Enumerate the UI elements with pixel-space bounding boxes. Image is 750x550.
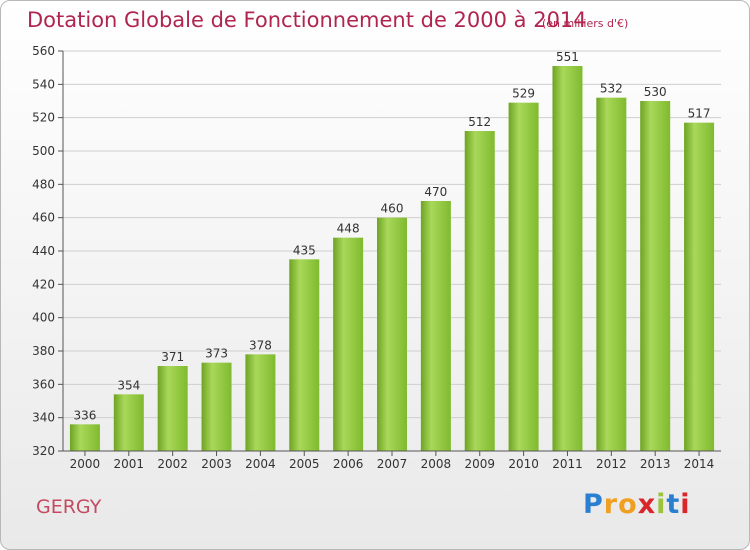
value-label: 336 bbox=[73, 408, 96, 422]
x-tick-label: 2006 bbox=[333, 457, 364, 471]
bar-2010 bbox=[508, 102, 539, 452]
value-label: 378 bbox=[249, 338, 272, 352]
y-tick-label: 480 bbox=[32, 177, 55, 191]
x-tick-label: 2012 bbox=[596, 457, 627, 471]
chart-subtitle: (en milliers d'€) bbox=[542, 17, 629, 30]
y-tick-label: 440 bbox=[32, 244, 55, 258]
axes: 320 340 360 380 400 420 440 460 480 500 520 540 560 2… bbox=[32, 44, 721, 471]
value-label: 512 bbox=[468, 115, 491, 129]
value-label: 448 bbox=[337, 222, 360, 236]
bar-2004 bbox=[245, 354, 276, 451]
bar-2001 bbox=[113, 394, 144, 451]
value-label: 371 bbox=[161, 350, 184, 364]
x-tick-label: 2001 bbox=[114, 457, 145, 471]
bar-2006 bbox=[333, 237, 364, 451]
x-tick-label: 2005 bbox=[289, 457, 320, 471]
logo-letter: o bbox=[618, 489, 638, 520]
logo-letter: i bbox=[656, 489, 667, 520]
value-label: 529 bbox=[512, 87, 535, 101]
y-tick-label: 320 bbox=[32, 444, 55, 458]
bar-2000 bbox=[69, 424, 100, 451]
x-tick-label: 2009 bbox=[464, 457, 495, 471]
y-tick-label: 380 bbox=[32, 344, 55, 358]
y-tick-label: 460 bbox=[32, 211, 55, 225]
logo-letter: i bbox=[680, 489, 691, 520]
bar-2013 bbox=[640, 101, 671, 451]
bar-2009 bbox=[464, 131, 495, 451]
y-tick-label: 360 bbox=[32, 377, 55, 391]
bar-2011 bbox=[552, 66, 583, 451]
value-label: 435 bbox=[293, 243, 316, 257]
chart-title: Dotation Globale de Fonctionnement de 20… bbox=[27, 8, 587, 32]
x-tick-label: 2008 bbox=[421, 457, 452, 471]
logo-letter: P bbox=[583, 489, 604, 520]
bar-2008 bbox=[420, 201, 451, 451]
data-labels: 336 354 371 373 378 435 448 460 470 512 529 551 532 5… bbox=[73, 50, 710, 422]
y-tick-label: 500 bbox=[32, 144, 55, 158]
bar-2007 bbox=[377, 217, 407, 451]
bars bbox=[69, 66, 715, 452]
value-label: 517 bbox=[688, 107, 711, 121]
x-tick-label: 2013 bbox=[640, 457, 671, 471]
bar-2014 bbox=[684, 122, 715, 452]
bar-2012 bbox=[596, 97, 627, 452]
x-tick-label: 2004 bbox=[245, 457, 276, 471]
y-tick-label: 340 bbox=[32, 411, 55, 425]
commune-name: GERGY bbox=[36, 496, 102, 518]
value-label: 373 bbox=[205, 347, 228, 361]
value-label: 551 bbox=[556, 50, 579, 64]
y-tick-label: 560 bbox=[32, 44, 55, 58]
y-tick-label: 420 bbox=[32, 277, 55, 291]
x-tick-label: 2003 bbox=[201, 457, 232, 471]
y-tick-label: 520 bbox=[32, 111, 55, 125]
x-tick-label: 2014 bbox=[684, 457, 715, 471]
bar-2005 bbox=[289, 259, 320, 451]
x-tick-label: 2011 bbox=[552, 457, 583, 471]
y-tick-label: 400 bbox=[32, 311, 55, 325]
x-tick-label: 2000 bbox=[70, 457, 101, 471]
bar-2002 bbox=[157, 366, 188, 451]
value-label: 530 bbox=[644, 85, 667, 99]
logo-letter: r bbox=[603, 489, 619, 520]
x-tick-label: 2007 bbox=[377, 457, 408, 471]
proxiti-logo: Proxiti bbox=[583, 489, 691, 520]
bar-2003 bbox=[201, 362, 232, 451]
value-label: 470 bbox=[424, 185, 447, 199]
logo-letter: t bbox=[666, 489, 681, 520]
value-label: 354 bbox=[117, 378, 140, 392]
x-tick-label: 2010 bbox=[508, 457, 539, 471]
y-tick-label: 540 bbox=[32, 77, 55, 91]
value-label: 460 bbox=[381, 202, 404, 216]
x-tick-label: 2002 bbox=[157, 457, 188, 471]
value-label: 532 bbox=[600, 82, 623, 96]
logo-letter: x bbox=[637, 489, 657, 520]
